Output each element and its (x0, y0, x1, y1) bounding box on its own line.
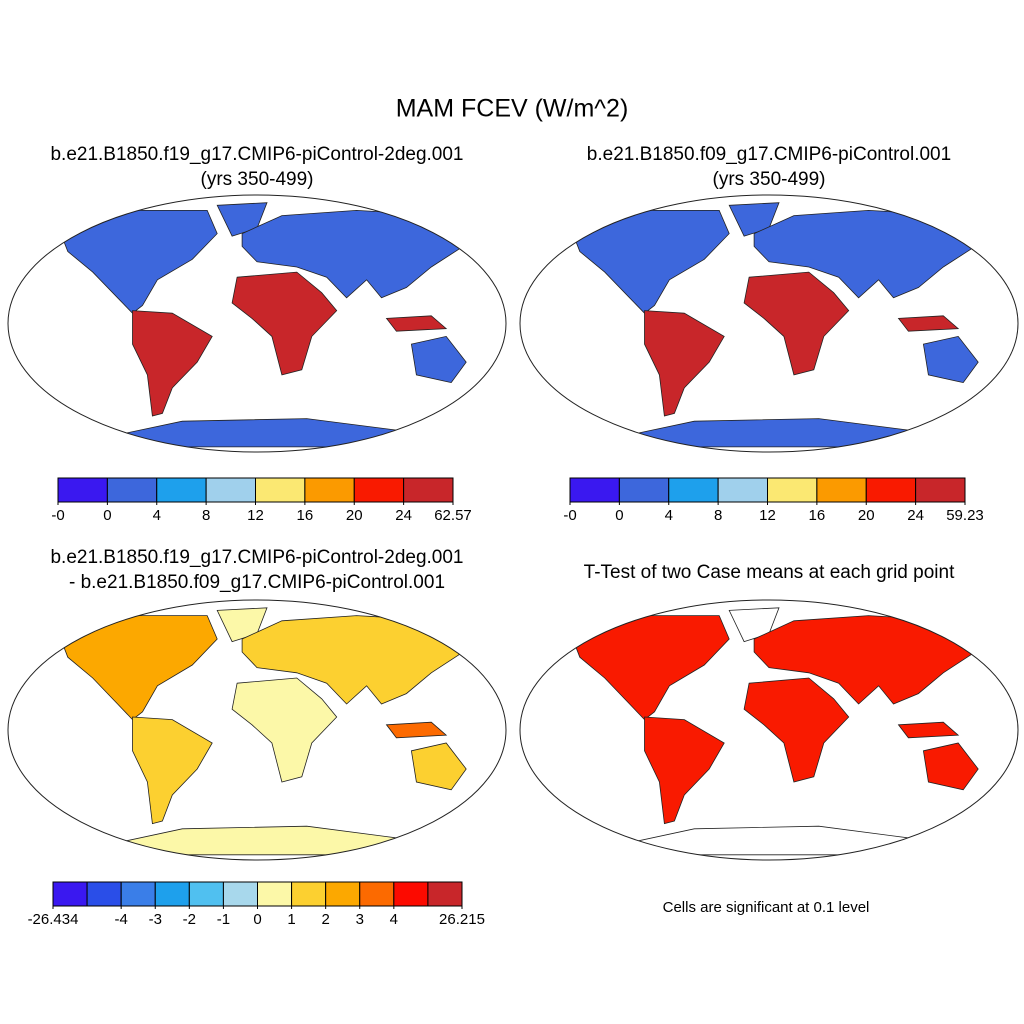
landmass (385, 721, 448, 739)
landmass (410, 742, 467, 791)
colorbar-box (393, 881, 429, 907)
colorbar-box (767, 477, 818, 503)
colorbar-label: -3 (149, 911, 162, 928)
landmass (132, 310, 213, 417)
landmass (57, 615, 218, 721)
map (519, 194, 1019, 453)
figure-title: MAM FCEV (W/m^2) (396, 95, 629, 123)
colorbar-box (353, 477, 405, 503)
landmass (922, 742, 979, 791)
colorbar-box (57, 477, 108, 503)
landmass (410, 335, 467, 384)
colorbar-label: 0 (253, 911, 261, 928)
colorbar-box (106, 477, 158, 503)
colorbar-label: 26.215 (439, 911, 485, 928)
colorbar-label: 62.57 (434, 507, 472, 524)
panel-title: b.e21.B1850.f19_g17.CMIP6-piControl-2deg… (50, 144, 463, 165)
colorbar-label: 24 (395, 507, 412, 524)
colorbar-box (668, 477, 719, 503)
colorbar-box (222, 881, 259, 907)
colorbar-label: 4 (665, 507, 673, 524)
map (519, 599, 1019, 861)
colorbar-box (865, 477, 917, 503)
landmass (644, 310, 725, 417)
map-border (519, 194, 1019, 453)
colorbar-label: -0 (51, 507, 64, 524)
colorbar-box (291, 881, 327, 907)
panel-title: b.e21.B1850.f09_g17.CMIP6-piControl.001 (587, 144, 951, 165)
colorbar-label: 2 (321, 911, 329, 928)
colorbar-label: 16 (297, 507, 314, 524)
map-border (7, 194, 507, 453)
colorbar-label: 1 (287, 911, 295, 928)
colorbar-box (915, 477, 966, 503)
colorbar-box (325, 881, 361, 907)
colorbar-label: 0 (615, 507, 623, 524)
colorbar-label: 24 (907, 507, 924, 524)
map (7, 194, 507, 453)
landmass (569, 209, 730, 314)
landmass (922, 335, 979, 384)
colorbar-label: -26.434 (28, 911, 79, 928)
colorbar-box (120, 881, 156, 907)
colorbar-box (86, 881, 122, 907)
map-land (57, 202, 472, 448)
map-border (7, 599, 507, 861)
colorbar-label: 4 (390, 911, 398, 928)
landmass (231, 677, 338, 783)
landmass (897, 721, 960, 739)
colorbar-box (257, 881, 293, 907)
map (7, 599, 507, 861)
colorbar-label: 20 (346, 507, 363, 524)
colorbar-box (403, 477, 454, 503)
colorbar-box (816, 477, 867, 503)
landmass (57, 209, 218, 314)
colorbar-label: 4 (153, 507, 161, 524)
colorbar-box (255, 477, 306, 503)
colorbar-label: 20 (858, 507, 875, 524)
panel-title: (yrs 350-499) (713, 169, 826, 190)
colorbar-label: -1 (217, 911, 230, 928)
colorbar-box (205, 477, 256, 503)
colorbar-box (359, 881, 395, 907)
colorbar-box (188, 881, 224, 907)
map-border (519, 599, 1019, 861)
colorbar-box (717, 477, 768, 503)
landmass (132, 716, 213, 825)
landmass (743, 271, 850, 376)
panel-note: Cells are significant at 0.1 level (663, 899, 870, 916)
panel-title: (yrs 350-499) (201, 169, 314, 190)
panel-title: - b.e21.B1850.f09_g17.CMIP6-piControl.00… (69, 572, 445, 593)
map-land (569, 202, 984, 448)
landmass (385, 315, 448, 332)
panel-title: b.e21.B1850.f19_g17.CMIP6-piControl-2deg… (50, 547, 463, 568)
colorbar-box (154, 881, 190, 907)
landmass (231, 271, 338, 376)
landmass (743, 677, 850, 783)
colorbar-label: -0 (563, 507, 576, 524)
colorbar-label: 59.23 (946, 507, 984, 524)
map-land (569, 607, 984, 856)
colorbar-label: 12 (759, 507, 776, 524)
colorbar-box (618, 477, 670, 503)
colorbar-label: 8 (202, 507, 210, 524)
landmass (569, 615, 730, 721)
colorbar-label: -4 (114, 911, 127, 928)
map-land (57, 607, 472, 856)
landmass (897, 315, 960, 332)
panel-title: T-Test of two Case means at each grid po… (584, 562, 955, 583)
colorbar-box (304, 477, 355, 503)
colorbar-label: 12 (247, 507, 264, 524)
colorbar-box (52, 881, 88, 907)
colorbar-label: 0 (103, 507, 111, 524)
colorbar-box (156, 477, 207, 503)
colorbar-label: 16 (809, 507, 826, 524)
colorbar-box (427, 881, 463, 907)
colorbar-label: -2 (183, 911, 196, 928)
colorbar-label: 3 (356, 911, 364, 928)
landmass (644, 716, 725, 825)
colorbar-label: 8 (714, 507, 722, 524)
colorbar-box (569, 477, 620, 503)
